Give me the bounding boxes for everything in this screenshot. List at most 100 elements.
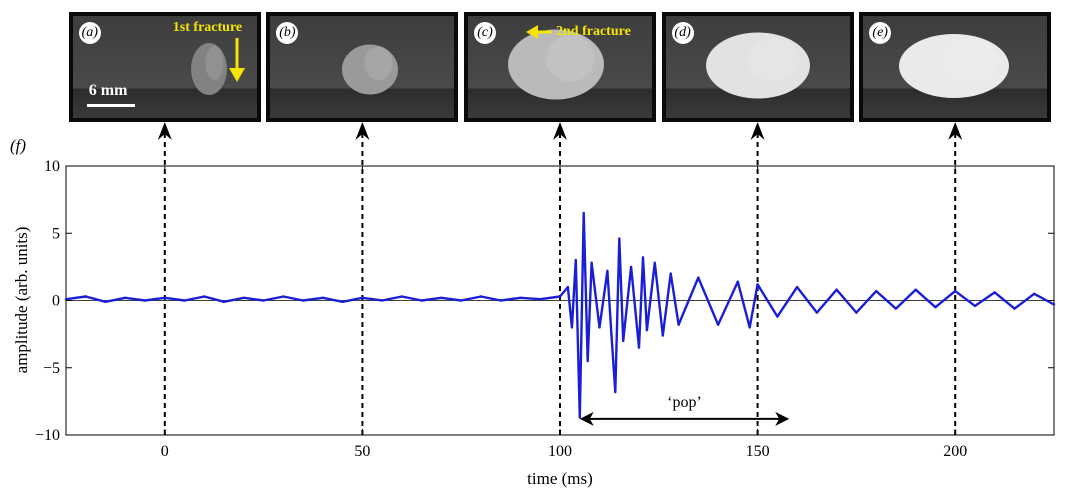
axis-ticks: 0 50 100 150 200 −10 −5 0 5 10 (35, 158, 1054, 460)
kernel-photo: (a) 1st fracture 6 mm (72, 16, 257, 118)
signal-point (582, 211, 585, 215)
scale-label: 6 mm (88, 82, 128, 99)
signal-point (716, 323, 720, 326)
panel-tag: (e) (869, 22, 892, 44)
signal-point (973, 304, 977, 308)
y-tick-label: 5 (52, 225, 60, 242)
signal-point (124, 296, 127, 299)
y-tick-label: −10 (35, 427, 60, 444)
signal-point (183, 299, 186, 302)
signal-point (795, 285, 799, 289)
signal-point (835, 288, 838, 291)
panel-tag: (c) (474, 22, 496, 44)
signal-point (301, 299, 305, 302)
signal-point (440, 296, 443, 299)
signal-point (519, 296, 522, 299)
photo-panel: (c) 2nd fracture (464, 12, 656, 122)
signal-point (736, 280, 739, 283)
marker-arrowhead (157, 122, 172, 140)
kernel-silhouette (705, 32, 810, 99)
marker-arrowhead (948, 122, 963, 140)
marker-arrowhead (355, 122, 370, 140)
signal-point (1013, 307, 1016, 310)
signal-point (894, 307, 898, 310)
fracture-note: 1st fracture (172, 20, 243, 35)
signal-point (586, 359, 589, 363)
kernel-photo: (e) (863, 16, 1048, 118)
signal-point (614, 390, 617, 394)
signal-point (645, 328, 649, 332)
x-axis-label: time (ms) (527, 469, 593, 488)
signal-point (815, 311, 819, 314)
pop-annotation: ‘pop’ (579, 394, 790, 426)
signal-point (875, 289, 878, 293)
marker-lines (157, 122, 963, 435)
signal-point (282, 295, 285, 298)
kernel-photo: (b) (270, 16, 455, 118)
kernel-silhouette (190, 43, 227, 95)
signal-point (578, 416, 581, 419)
signal-point (914, 288, 917, 291)
signal-point (993, 291, 996, 294)
photo-panel: (d) (661, 12, 854, 122)
kernel-photo: (d) (665, 16, 850, 118)
signal-point (629, 265, 633, 269)
x-tick-label: 100 (548, 443, 572, 460)
signal-point (321, 296, 325, 299)
y-tick-label: 10 (44, 158, 60, 175)
signal-series-group (64, 211, 1056, 419)
panel-f-label: (f) (10, 136, 26, 155)
signal-point (143, 299, 147, 302)
signal-point (618, 237, 621, 240)
signal-point (590, 261, 593, 264)
y-tick-label: 0 (52, 293, 60, 310)
signal-point (570, 326, 574, 329)
signal-point (381, 299, 384, 302)
signal-point (637, 346, 641, 349)
kernel-silhouette (342, 44, 399, 95)
signal-point (598, 326, 601, 329)
signal-point (361, 296, 364, 299)
signal-point (606, 269, 609, 273)
x-tick-label: 50 (354, 443, 370, 460)
fracture-arrow-icon (228, 38, 245, 82)
signal-point (934, 306, 937, 309)
panel-tag: (b) (276, 22, 299, 44)
signal-point (222, 300, 226, 303)
scale-bar (86, 104, 135, 107)
kernel-silhouette (899, 34, 1010, 98)
kernel-photo: (c) 2nd fracture (468, 16, 652, 118)
signal-point (574, 258, 577, 262)
signal-point (104, 300, 107, 303)
signal-point (203, 295, 206, 298)
x-tick-label: 0 (161, 443, 169, 460)
signal-point (341, 300, 344, 303)
pop-label: ‘pop’ (667, 394, 702, 411)
signal-point (558, 295, 562, 298)
photo-panel: (e) (859, 12, 1052, 122)
pop-arrowhead-right (775, 411, 790, 426)
signal-point (262, 299, 265, 302)
signal-point (776, 315, 779, 318)
signal-point (1052, 303, 1056, 306)
signal-point (669, 272, 672, 275)
signal-point (954, 289, 957, 293)
signal-point (84, 295, 88, 298)
signal-point (641, 256, 645, 259)
signal-point (610, 332, 613, 336)
photo-panel: (b) (266, 12, 459, 122)
signal-point (1033, 292, 1036, 295)
marker-arrowhead (553, 122, 567, 140)
signal-point (855, 311, 858, 314)
panel-tag: (a) (78, 22, 101, 44)
signal-point (622, 339, 625, 343)
signal-point (697, 276, 700, 279)
fracture-arrow-icon (526, 25, 552, 39)
signal-point (163, 296, 166, 299)
signal-point (400, 295, 404, 298)
signal-point (499, 299, 502, 302)
panel-tag: (d) (671, 22, 694, 44)
y-tick-label: −5 (43, 360, 60, 377)
signal-point (539, 298, 542, 301)
